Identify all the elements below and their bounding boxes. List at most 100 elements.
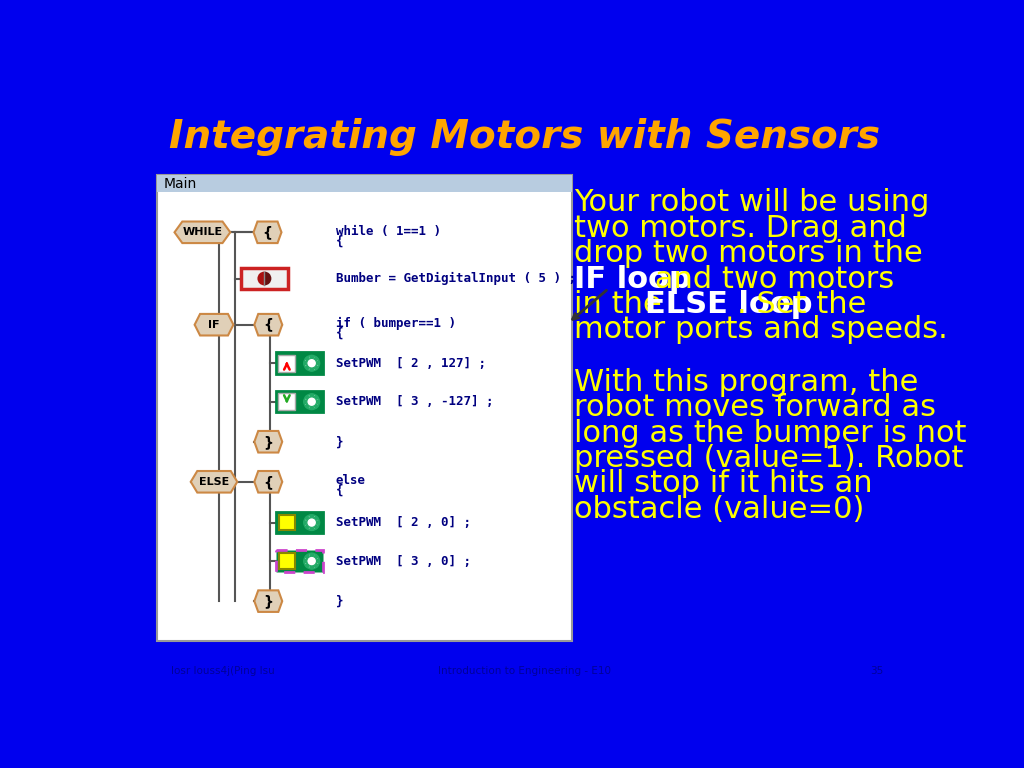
- Text: pressed (value=1). Robot: pressed (value=1). Robot: [573, 444, 963, 473]
- Circle shape: [310, 368, 313, 371]
- FancyBboxPatch shape: [280, 554, 295, 569]
- Circle shape: [304, 521, 307, 525]
- FancyBboxPatch shape: [158, 175, 572, 192]
- Text: will stop if it hits an: will stop if it hits an: [573, 469, 872, 498]
- Circle shape: [314, 366, 317, 369]
- Text: {: {: [336, 484, 343, 497]
- Circle shape: [310, 406, 313, 409]
- Text: }: }: [336, 594, 343, 607]
- Text: {: {: [263, 318, 273, 332]
- Text: Iosr Iouss4j(Ping Isu: Iosr Iouss4j(Ping Isu: [171, 666, 274, 676]
- Circle shape: [316, 362, 319, 365]
- Text: two motors. Drag and: two motors. Drag and: [573, 214, 906, 243]
- Text: Main: Main: [164, 177, 197, 190]
- Circle shape: [304, 515, 319, 530]
- Circle shape: [304, 362, 307, 365]
- FancyBboxPatch shape: [279, 355, 295, 372]
- Polygon shape: [254, 431, 283, 452]
- Text: . Set the: . Set the: [737, 290, 866, 319]
- Wedge shape: [257, 272, 264, 286]
- Circle shape: [306, 357, 309, 361]
- Circle shape: [307, 556, 316, 566]
- FancyBboxPatch shape: [276, 511, 323, 533]
- Polygon shape: [190, 471, 238, 492]
- Text: WHILE: WHILE: [182, 227, 222, 237]
- Circle shape: [314, 525, 317, 528]
- Circle shape: [316, 521, 319, 525]
- Polygon shape: [174, 221, 230, 243]
- Circle shape: [316, 559, 319, 563]
- Circle shape: [306, 366, 309, 369]
- Circle shape: [308, 558, 314, 564]
- Polygon shape: [254, 471, 283, 492]
- Text: SetPWM  [ 3 , -127] ;: SetPWM [ 3 , -127] ;: [336, 396, 494, 409]
- Text: 35: 35: [870, 666, 884, 676]
- Text: long as the bumper is not: long as the bumper is not: [573, 419, 966, 448]
- Text: SetPWM  [ 2 , 0] ;: SetPWM [ 2 , 0] ;: [336, 516, 471, 529]
- Circle shape: [310, 565, 313, 569]
- Circle shape: [314, 564, 317, 567]
- Wedge shape: [264, 272, 271, 286]
- FancyBboxPatch shape: [276, 391, 323, 412]
- Circle shape: [306, 564, 309, 567]
- Text: if ( bumper==1 ): if ( bumper==1 ): [336, 317, 456, 330]
- FancyBboxPatch shape: [279, 393, 295, 410]
- Text: }: }: [263, 594, 273, 608]
- Polygon shape: [254, 591, 283, 612]
- Circle shape: [304, 394, 319, 409]
- Circle shape: [307, 359, 316, 368]
- Circle shape: [306, 517, 309, 520]
- Polygon shape: [195, 314, 233, 336]
- FancyBboxPatch shape: [280, 515, 295, 530]
- Text: motor ports and speeds.: motor ports and speeds.: [573, 316, 947, 345]
- Text: ELSE loop: ELSE loop: [645, 290, 813, 319]
- Text: Your robot will be using: Your robot will be using: [573, 188, 929, 217]
- Circle shape: [306, 404, 309, 408]
- Text: Integrating Motors with Sensors: Integrating Motors with Sensors: [169, 118, 881, 156]
- Circle shape: [304, 559, 307, 563]
- Circle shape: [310, 527, 313, 530]
- Circle shape: [310, 554, 313, 557]
- Circle shape: [306, 555, 309, 558]
- Circle shape: [306, 396, 309, 399]
- Text: IF loop: IF loop: [573, 265, 690, 293]
- FancyBboxPatch shape: [241, 268, 288, 290]
- Text: in the: in the: [573, 290, 671, 319]
- Text: {: {: [263, 475, 273, 488]
- Circle shape: [306, 525, 309, 528]
- FancyBboxPatch shape: [276, 551, 323, 572]
- Text: robot moves forward as: robot moves forward as: [573, 393, 936, 422]
- Text: obstacle (value=0): obstacle (value=0): [573, 495, 864, 524]
- Text: {: {: [262, 225, 272, 240]
- Circle shape: [308, 520, 314, 525]
- Text: Bumber = GetDigitalInput ( 5 ) ;: Bumber = GetDigitalInput ( 5 ) ;: [336, 272, 575, 285]
- Circle shape: [314, 404, 317, 408]
- Circle shape: [304, 554, 319, 569]
- Text: drop two motors in the: drop two motors in the: [573, 239, 923, 268]
- Text: IF: IF: [208, 319, 220, 329]
- Polygon shape: [254, 314, 283, 336]
- Circle shape: [314, 517, 317, 520]
- Circle shape: [308, 399, 314, 405]
- Circle shape: [310, 394, 313, 397]
- FancyBboxPatch shape: [276, 353, 323, 374]
- Text: and two motors: and two motors: [645, 265, 895, 293]
- Text: {: {: [336, 327, 343, 340]
- Circle shape: [307, 397, 316, 406]
- Text: {: {: [336, 234, 343, 247]
- Text: }: }: [336, 435, 343, 449]
- Text: SetPWM  [ 2 , 127] ;: SetPWM [ 2 , 127] ;: [336, 356, 485, 369]
- Circle shape: [314, 396, 317, 399]
- Circle shape: [314, 357, 317, 361]
- Circle shape: [310, 515, 313, 518]
- Circle shape: [314, 555, 317, 558]
- Text: SetPWM  [ 3 , 0] ;: SetPWM [ 3 , 0] ;: [336, 554, 471, 568]
- Circle shape: [310, 356, 313, 359]
- FancyBboxPatch shape: [158, 175, 572, 641]
- Circle shape: [304, 356, 319, 371]
- Text: }: }: [263, 435, 273, 449]
- Circle shape: [308, 360, 314, 366]
- Circle shape: [307, 518, 316, 528]
- Circle shape: [304, 400, 307, 403]
- Text: Introduction to Engineering - E10: Introduction to Engineering - E10: [438, 666, 611, 676]
